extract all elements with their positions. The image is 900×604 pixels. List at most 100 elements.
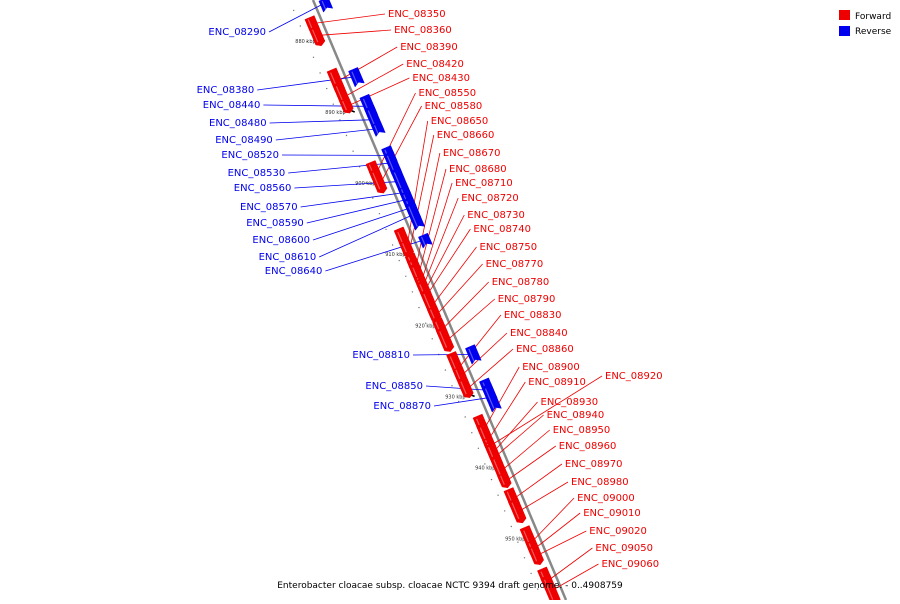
scale-dot xyxy=(445,369,446,370)
scale-dot xyxy=(319,72,320,73)
axis-tick-label: 880 kbp xyxy=(295,39,315,45)
forward-leader-line xyxy=(444,282,489,327)
scale-dot xyxy=(504,510,505,511)
scale-dot xyxy=(524,557,525,558)
scale-dot xyxy=(497,495,498,496)
forward-gene-label: ENC_08790 xyxy=(498,294,556,305)
reverse-gene-label: ENC_08560 xyxy=(234,183,292,194)
forward-gene-label: ENC_08960 xyxy=(559,441,617,452)
forward-leader-line xyxy=(508,446,556,480)
forward-gene-label: ENC_08390 xyxy=(400,42,458,53)
axis-tick-label: 910 kbp xyxy=(385,252,405,258)
legend-swatch-forward xyxy=(839,10,850,20)
forward-gene-label: ENC_08720 xyxy=(461,193,519,204)
scale-dot xyxy=(491,479,492,480)
scale-dot xyxy=(379,213,380,214)
forward-gene-label: ENC_08980 xyxy=(571,477,629,488)
forward-gene-label: ENC_08580 xyxy=(425,101,483,112)
forward-leader-line xyxy=(417,153,440,263)
legend: Forward Reverse xyxy=(839,10,892,37)
reverse-gene-label: ENC_08290 xyxy=(208,27,266,38)
axis-tick-label: 920 kbp xyxy=(415,323,435,329)
reverse-leader-line xyxy=(413,354,469,355)
forward-gene-label: ENC_09000 xyxy=(577,493,635,504)
forward-gene-label: ENC_08920 xyxy=(605,371,663,382)
genome-caption: Enterobacter cloacae subsp. cloacae NCTC… xyxy=(277,581,623,591)
reverse-gene-label: ENC_08480 xyxy=(209,118,267,129)
forward-gene-label: ENC_08940 xyxy=(547,410,605,421)
scale-dot xyxy=(418,307,419,308)
reverse-gene-label: ENC_08610 xyxy=(259,252,317,263)
forward-leader-line xyxy=(340,47,397,80)
forward-gene-label: ENC_08970 xyxy=(565,459,623,470)
forward-gene-label: ENC_08350 xyxy=(388,9,446,20)
reverse-gene-label: ENC_08850 xyxy=(365,381,423,392)
reverse-leader-line xyxy=(313,209,408,240)
reverse-gene-label: ENC_08490 xyxy=(215,135,273,146)
forward-gene-label: ENC_08770 xyxy=(486,259,544,270)
forward-gene-label: ENC_08930 xyxy=(541,397,599,408)
forward-gene-label: ENC_08730 xyxy=(467,210,525,221)
scale-dot xyxy=(385,229,386,230)
forward-leader-line xyxy=(316,14,385,23)
forward-gene-label: ENC_08420 xyxy=(406,59,464,70)
reverse-gene xyxy=(319,0,333,12)
forward-leader-line xyxy=(504,430,550,469)
reverse-gene-label: ENC_08520 xyxy=(221,150,279,161)
scale-dot xyxy=(326,88,327,89)
forward-leader-line xyxy=(550,548,592,579)
forward-gene-label: ENC_09010 xyxy=(583,508,641,519)
forward-leader-line xyxy=(427,215,464,287)
scale-dot xyxy=(399,260,400,261)
axis-tick-label: 930 kbp xyxy=(445,394,465,400)
forward-gene-label: ENC_08750 xyxy=(480,242,538,253)
reverse-leader-line xyxy=(270,120,371,123)
forward-gene-label: ENC_09060 xyxy=(602,559,660,570)
forward-gene-label: ENC_08430 xyxy=(412,73,470,84)
forward-leader-line xyxy=(540,531,587,554)
forward-leader-line xyxy=(321,30,391,35)
axis-tick-label: 940 kbp xyxy=(475,466,495,472)
scale-dot xyxy=(530,573,531,574)
forward-gene-label: ENC_08650 xyxy=(431,116,489,127)
reverse-leader-line xyxy=(301,193,402,207)
reverse-gene xyxy=(465,345,481,365)
forward-gene-label: ENC_08660 xyxy=(437,130,495,141)
scale-dot xyxy=(392,244,393,245)
reverse-gene-label: ENC_08380 xyxy=(197,85,255,96)
scale-dot xyxy=(478,448,479,449)
scale-dot xyxy=(471,432,472,433)
reverse-leader-line xyxy=(276,129,375,140)
legend-label-reverse: Reverse xyxy=(855,27,892,37)
reverse-gene-label: ENC_08440 xyxy=(203,100,261,111)
reverse-gene-label: ENC_08530 xyxy=(228,168,286,179)
scale-dot xyxy=(405,276,406,277)
legend-label-forward: Forward xyxy=(855,12,891,22)
scale-dot xyxy=(346,135,347,136)
forward-gene-label: ENC_08680 xyxy=(449,164,507,175)
scale-dot xyxy=(313,57,314,58)
scale-dot xyxy=(484,463,485,464)
reverse-leader-line xyxy=(307,200,404,223)
forward-gene-label: ENC_08710 xyxy=(455,178,513,189)
forward-leader-line xyxy=(521,482,568,510)
scale-dot xyxy=(352,151,353,152)
forward-gene-label: ENC_08910 xyxy=(528,377,586,388)
forward-gene-label: ENC_08860 xyxy=(516,344,574,355)
forward-gene-label: ENC_08740 xyxy=(473,224,531,235)
scale-dot xyxy=(432,338,433,339)
forward-gene-label: ENC_08670 xyxy=(443,148,501,159)
scale-dot xyxy=(412,291,413,292)
forward-gene-label: ENC_08780 xyxy=(492,277,550,288)
forward-leader-line xyxy=(423,183,452,277)
scale-dot xyxy=(511,526,512,527)
reverse-gene-label: ENC_08870 xyxy=(373,401,431,412)
forward-gene-label: ENC_08550 xyxy=(419,88,477,99)
scale-dot xyxy=(451,385,452,386)
scale-dot xyxy=(372,197,373,198)
forward-gene-label: ENC_08950 xyxy=(553,425,611,436)
scale-dot xyxy=(333,104,334,105)
forward-gene-label: ENC_08900 xyxy=(522,362,580,373)
reverse-gene-label: ENC_08570 xyxy=(240,202,298,213)
